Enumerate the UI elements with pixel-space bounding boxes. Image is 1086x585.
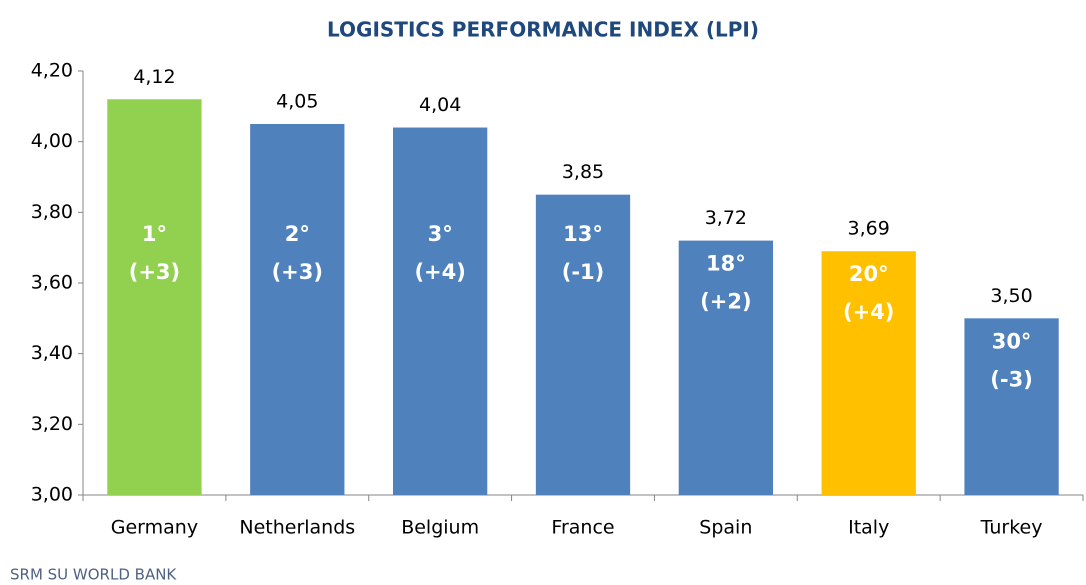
- x-tick-label: Spain: [699, 517, 752, 539]
- x-tick-label: Germany: [111, 517, 198, 539]
- change-label: (+4): [843, 300, 894, 324]
- bar: [535, 194, 631, 495]
- rank-label: 30°: [992, 329, 1032, 353]
- y-tick-label: 4,00: [31, 130, 73, 152]
- value-label: 4,04: [419, 94, 461, 116]
- bar: [821, 251, 916, 495]
- rank-label: 13°: [563, 222, 603, 246]
- bar: [678, 240, 773, 495]
- chart-title: LOGISTICS PERFORMANCE INDEX (LPI): [327, 18, 759, 42]
- value-label: 3,85: [562, 161, 604, 183]
- bar: [393, 127, 488, 496]
- rank-label: 1°: [142, 222, 167, 246]
- x-tick-label: Turkey: [980, 517, 1043, 539]
- y-tick-label: 3,60: [31, 272, 73, 294]
- change-label: (+2): [700, 290, 751, 314]
- rank-label: 18°: [706, 252, 746, 276]
- change-label: (-3): [990, 367, 1033, 391]
- rank-label: 2°: [285, 222, 310, 246]
- source: SRM SU WORLD BANK: [10, 566, 177, 584]
- change-label: (+3): [129, 260, 180, 284]
- y-tick-label: 3,00: [31, 484, 73, 506]
- x-tick-label: Italy: [848, 517, 889, 539]
- x-tick-label: Netherlands: [239, 517, 355, 539]
- value-label: 3,50: [990, 285, 1032, 307]
- y-tick-label: 3,80: [31, 201, 73, 223]
- change-label: (+4): [414, 260, 465, 284]
- change-label: (-1): [562, 260, 605, 284]
- bar: [250, 124, 345, 495]
- x-tick-label: Belgium: [401, 517, 479, 539]
- y-tick-label: 3,40: [31, 342, 73, 364]
- value-label: 4,05: [276, 91, 318, 113]
- bar: [964, 318, 1059, 495]
- rank-label: 20°: [849, 262, 889, 286]
- x-tick-label: France: [551, 517, 614, 539]
- value-label: 3,69: [848, 218, 890, 240]
- value-label: 3,72: [705, 207, 747, 229]
- value-label: 4,12: [133, 66, 175, 88]
- y-tick-label: 3,20: [31, 413, 73, 435]
- bar: [107, 99, 202, 496]
- y-tick-label: 4,20: [31, 60, 73, 82]
- change-label: (+3): [272, 260, 323, 284]
- rank-label: 3°: [428, 222, 453, 246]
